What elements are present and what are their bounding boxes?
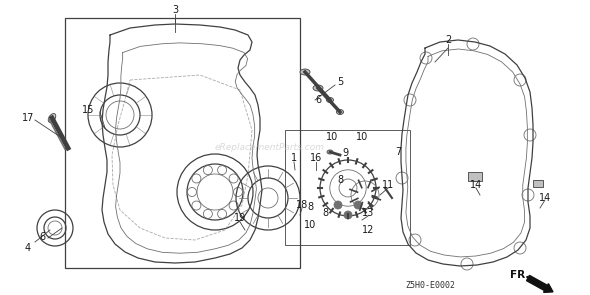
Text: 14: 14 [470,180,482,190]
Ellipse shape [326,98,333,102]
Text: 10: 10 [356,132,368,142]
Text: 8: 8 [337,175,343,185]
Circle shape [344,211,352,219]
Ellipse shape [327,150,333,154]
Text: 3: 3 [172,5,178,15]
Text: FR.: FR. [510,270,529,280]
Text: 6: 6 [315,95,321,105]
Bar [65,18,300,268]
Text: 10: 10 [326,132,338,142]
Text: 4: 4 [25,243,31,253]
Circle shape [334,201,342,209]
Bar [468,172,482,181]
Text: 19: 19 [234,213,246,223]
Text: 10: 10 [304,220,316,230]
Text: 1: 1 [291,153,297,163]
Text: eReplacementParts.com: eReplacementParts.com [215,143,325,153]
Ellipse shape [48,114,56,122]
Text: 9: 9 [342,148,348,158]
Text: 12: 12 [362,225,374,235]
Text: 11: 11 [382,180,394,190]
Text: 8: 8 [307,202,313,212]
Text: 6: 6 [39,232,45,242]
Text: 15: 15 [82,105,94,115]
Text: Z5H0-E0002: Z5H0-E0002 [405,281,455,289]
Text: 8: 8 [322,208,328,218]
Text: 17: 17 [22,113,34,123]
Text: 14: 14 [539,193,551,203]
Bar [285,130,410,245]
Ellipse shape [313,85,323,91]
Text: 5: 5 [337,77,343,87]
Ellipse shape [336,109,343,114]
Text: 16: 16 [310,153,322,163]
Text: 7: 7 [395,147,401,157]
Text: 2: 2 [445,35,451,45]
Text: 13: 13 [362,208,374,218]
Circle shape [354,201,362,209]
Bar [533,180,543,187]
Text: 18: 18 [296,200,308,210]
FancyArrow shape [526,275,553,292]
Ellipse shape [300,69,310,75]
